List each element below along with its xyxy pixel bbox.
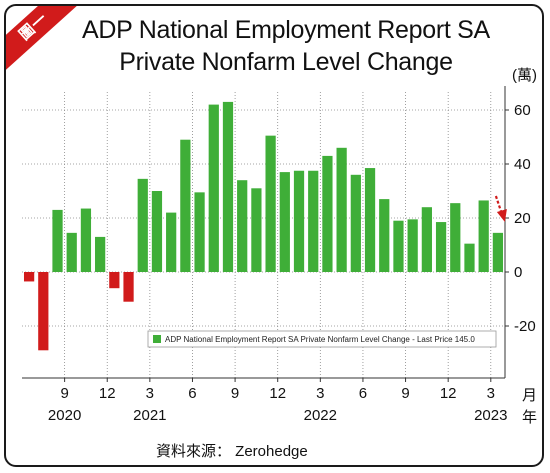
bar	[492, 232, 504, 272]
year-label: 2021	[133, 407, 166, 424]
bar	[450, 203, 461, 272]
x-tick-label: 3	[487, 385, 495, 402]
x-tick-label: 12	[440, 385, 457, 402]
bar	[180, 139, 191, 272]
legend-box	[147, 330, 497, 348]
arrow-head	[496, 209, 507, 222]
tick-labels: 60 40 20 0 -20 9 12 3 6 9 12 3 6 9 12 3 2020 2021 2022 2023…	[48, 67, 537, 426]
axes	[22, 86, 509, 382]
bar	[478, 200, 489, 272]
bar	[123, 272, 134, 302]
bar	[151, 191, 163, 272]
bar	[407, 219, 418, 272]
bar	[38, 272, 49, 351]
bar	[66, 232, 77, 272]
bar	[237, 180, 248, 272]
bar	[279, 172, 290, 272]
source-note: 資料來源： Zerohedge	[156, 443, 308, 460]
year-label: 2020	[48, 407, 81, 424]
bar	[322, 155, 333, 272]
year-label: 2023	[474, 407, 507, 424]
x-tick-label: 12	[269, 385, 286, 402]
bar	[464, 243, 475, 272]
bar	[265, 135, 276, 272]
bar	[137, 178, 148, 272]
x-tick-label: 9	[231, 385, 239, 402]
bar	[166, 212, 177, 272]
chart-title-line2: Private Nonfarm Level Change	[119, 48, 453, 76]
bar	[350, 174, 361, 272]
bar	[336, 147, 347, 272]
bar	[222, 101, 234, 273]
legend-label: ADP National Employment Report SA Privat…	[165, 335, 475, 344]
bar	[52, 209, 63, 272]
chart-title-line1: ADP National Employment Report SA	[82, 16, 490, 44]
bar	[308, 170, 319, 272]
y-tick-label: 40	[514, 156, 531, 173]
x-tick-label: 6	[359, 385, 367, 402]
x-tick-label: 9	[60, 385, 68, 402]
bar	[293, 170, 305, 272]
bar	[251, 188, 262, 272]
legend-swatch	[153, 335, 161, 343]
y-tick-label: 0	[514, 264, 522, 281]
bar	[393, 220, 404, 272]
y-tick-label: -20	[514, 318, 536, 335]
year-suffix-label: 年	[522, 409, 537, 426]
y-unit-label: (萬)	[512, 67, 537, 84]
x-tick-label: 3	[146, 385, 154, 402]
bar	[208, 104, 219, 272]
bar	[80, 208, 92, 272]
x-tick-label: 9	[401, 385, 409, 402]
bar	[95, 236, 106, 272]
bar	[435, 222, 447, 272]
bar	[421, 207, 432, 272]
month-suffix-label: 月	[522, 387, 537, 404]
trend-arrow	[494, 195, 507, 222]
legend: ADP National Employment Report SA Privat…	[147, 330, 497, 348]
bars	[23, 101, 504, 351]
bar	[109, 272, 120, 289]
bar	[23, 272, 35, 282]
x-tick-label: 6	[188, 385, 196, 402]
bar	[194, 192, 205, 272]
x-tick-label: 12	[99, 385, 116, 402]
bar	[379, 199, 390, 272]
y-tick-label: 20	[514, 210, 531, 227]
bar	[364, 168, 376, 272]
x-tick-label: 3	[316, 385, 324, 402]
y-tick-label: 60	[514, 102, 531, 119]
year-label: 2022	[304, 407, 337, 424]
